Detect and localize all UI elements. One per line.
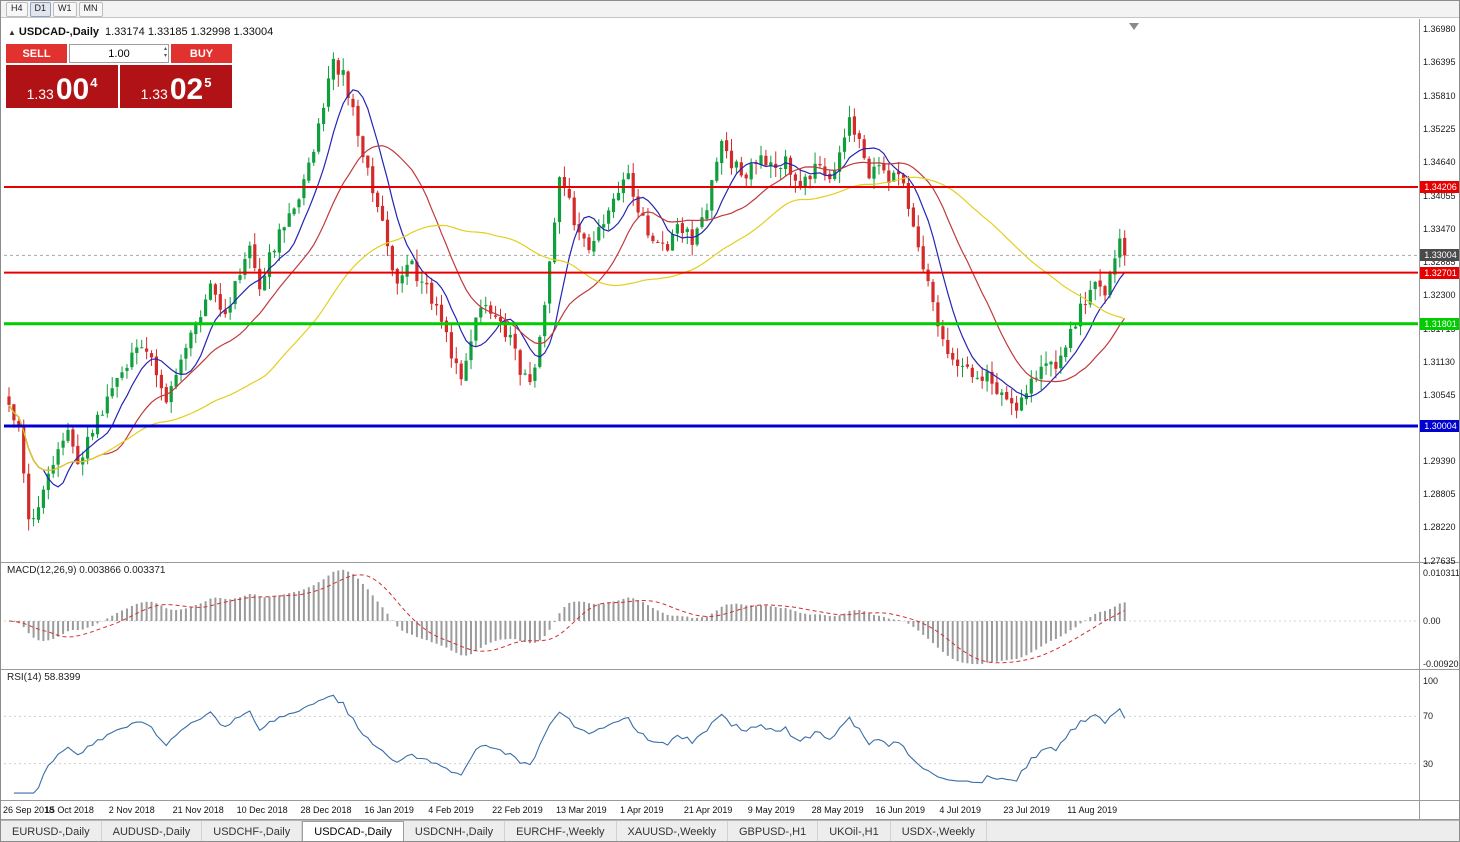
date-label: 2 Nov 2018 [108, 805, 155, 815]
price-axis-label: 1.28220 [1423, 522, 1456, 533]
chart-title-ohlc: 1.33174 1.33185 1.32998 1.33004 [105, 26, 274, 38]
date-label: 22 Feb 2019 [492, 805, 543, 815]
volume-spinner[interactable]: ▴ ▾ [164, 46, 167, 60]
time-axis[interactable]: 26 Sep 2018 15 Oct 2018 2 Nov 2018 21 Nov 2… [1, 801, 1419, 819]
macd-axis-label: 0.00 [1423, 616, 1441, 626]
macd-axis-label: -0.00920 [1423, 658, 1459, 669]
rsi-axis-label: 30 [1423, 758, 1434, 769]
chart-tab-usdx[interactable]: USDX-,Weekly [891, 821, 987, 841]
ma-20-line [8, 145, 1126, 471]
rsi-label: RSI(14) 58.8399 [7, 672, 81, 683]
timeframe-button-w1[interactable]: W1 [53, 1, 77, 17]
date-label: 13 Mar 2019 [556, 805, 607, 815]
buy-button[interactable]: BUY [171, 44, 232, 63]
rsi-line [13, 694, 1126, 794]
price-tag-1.32701[interactable]: 1.32701 [1420, 266, 1459, 279]
price-axis[interactable]: 1.36980 1.36395 1.35810 1.35225 1.34640 1.340… [1420, 19, 1460, 819]
candles [7, 52, 1127, 531]
volume-input[interactable]: 1.00 ▴ ▾ [69, 44, 169, 63]
date-label: 28 May 2019 [811, 805, 864, 815]
price-axis-label: 1.27635 [1423, 555, 1456, 566]
price-axis-label: 1.35225 [1423, 124, 1456, 135]
date-label: 23 Jul 2019 [1003, 805, 1050, 815]
price-axis-label: 1.29390 [1423, 455, 1456, 466]
sell-price-box[interactable]: 1.33 00 4 [6, 65, 118, 108]
chart-tab-eurchf[interactable]: EURCHF-,Weekly [505, 821, 617, 841]
ma-8-line [8, 89, 1126, 488]
price-axis-label: 1.35810 [1423, 90, 1456, 101]
date-label: 15 Oct 2018 [44, 805, 94, 815]
date-label: 16 Jun 2019 [875, 805, 926, 815]
date-label: 21 Apr 2019 [683, 805, 733, 815]
price-axis-label: 1.36395 [1423, 57, 1456, 68]
price-axis-label: 1.30545 [1423, 390, 1456, 401]
rsi-axis-label: 100 [1423, 676, 1439, 686]
chart-tab-ukoil[interactable]: UKOil-,H1 [818, 821, 891, 841]
macd-signal-line [8, 574, 1125, 664]
current-price-tag[interactable]: 1.33004 [1420, 249, 1459, 262]
spinner-down-icon[interactable]: ▾ [163, 53, 167, 59]
price-tag-1.30004[interactable]: 1.30004 [1420, 420, 1459, 432]
sell-button[interactable]: SELL [6, 44, 67, 63]
macd-axis-label: 0.010311 [1423, 567, 1460, 578]
date-label: 28 Dec 2018 [300, 805, 352, 815]
timeframe-button-mn[interactable]: MN [78, 1, 103, 17]
date-label: 4 Feb 2019 [428, 805, 474, 815]
date-label: 26 Sep 2018 [3, 805, 55, 815]
date-label: 21 Nov 2018 [172, 805, 224, 815]
buy-price-sup: 5 [204, 75, 212, 90]
buy-price-prefix: 1.33 [140, 86, 168, 102]
price-axis-label: 1.33470 [1423, 223, 1456, 234]
price-axis-label: 1.36980 [1423, 24, 1456, 35]
chart-tabs-bar: EURUSD-,Daily AUDUSD-,Daily USDCHF-,Daily U… [1, 820, 1459, 841]
chart-tab-usdchf[interactable]: USDCHF-,Daily [202, 821, 303, 841]
date-label: 9 May 2019 [747, 805, 795, 815]
price-axis-label: 1.32300 [1423, 290, 1456, 301]
sell-price-prefix: 1.33 [26, 86, 54, 102]
date-label: 16 Jan 2019 [364, 805, 414, 815]
price-tag-1.34206[interactable]: 1.34206 [1420, 181, 1459, 193]
buy-price-big: 02 [169, 73, 204, 106]
price-axis-label: 1.34640 [1423, 157, 1456, 168]
chart-tab-eurusd[interactable]: EURUSD-,Daily [1, 821, 102, 841]
chart-tab-usdcad[interactable]: USDCAD-,Daily [302, 821, 404, 841]
timeframe-toolbar: H4 D1 W1 MN [1, 1, 1459, 18]
chart-tab-xauusd[interactable]: XAUUSD-,Weekly [617, 821, 728, 841]
one-click-trading-panel: SELL 1.00 ▴ ▾ BUY 1.33 00 4 1.33 02 5 [6, 44, 232, 110]
chart-tab-audusd[interactable]: AUDUSD-,Daily [102, 821, 203, 841]
volume-value: 1.00 [108, 47, 130, 60]
sell-price-big: 00 [55, 73, 90, 106]
sell-price-sup: 4 [90, 75, 98, 90]
price-axis-label: 1.32885 [1423, 257, 1456, 268]
ma-50-line [8, 176, 1125, 471]
buy-price-box[interactable]: 1.33 02 5 [120, 65, 232, 108]
price-axis-label: 1.34055 [1423, 190, 1456, 201]
price-tag-1.31801[interactable]: 1.31801 [1420, 317, 1459, 330]
timeframe-button-d1[interactable]: D1 [29, 1, 52, 17]
chart-title-symbol: USDCAD-,Daily [18, 26, 99, 38]
date-label: 1 Apr 2019 [619, 805, 664, 815]
date-label: 10 Dec 2018 [236, 805, 288, 815]
date-label: 11 Aug 2019 [1067, 805, 1118, 815]
chart-tab-usdcnh[interactable]: USDCNH-,Daily [404, 821, 506, 841]
chart-tab-gbpusd[interactable]: GBPUSD-,H1 [728, 821, 819, 841]
macd-histogram [12, 569, 1126, 665]
rsi-axis-label: 70 [1423, 711, 1434, 722]
timeframe-button-h4[interactable]: H4 [6, 1, 28, 17]
price-axis-label: 1.31130 [1423, 356, 1455, 367]
spinner-up-icon[interactable]: ▴ [163, 46, 167, 52]
date-label: 4 Jul 2019 [939, 805, 981, 815]
macd-label: MACD(12,26,9) 0.003866 0.003371 [7, 565, 166, 576]
chart-shift-marker[interactable] [1129, 23, 1139, 30]
price-axis-label: 1.28805 [1423, 489, 1456, 500]
chart-title: ▲ USDCAD-,Daily 1.33174 1.33185 1.32998 1.… [8, 26, 273, 38]
chart-icon: ▲ [8, 28, 16, 37]
